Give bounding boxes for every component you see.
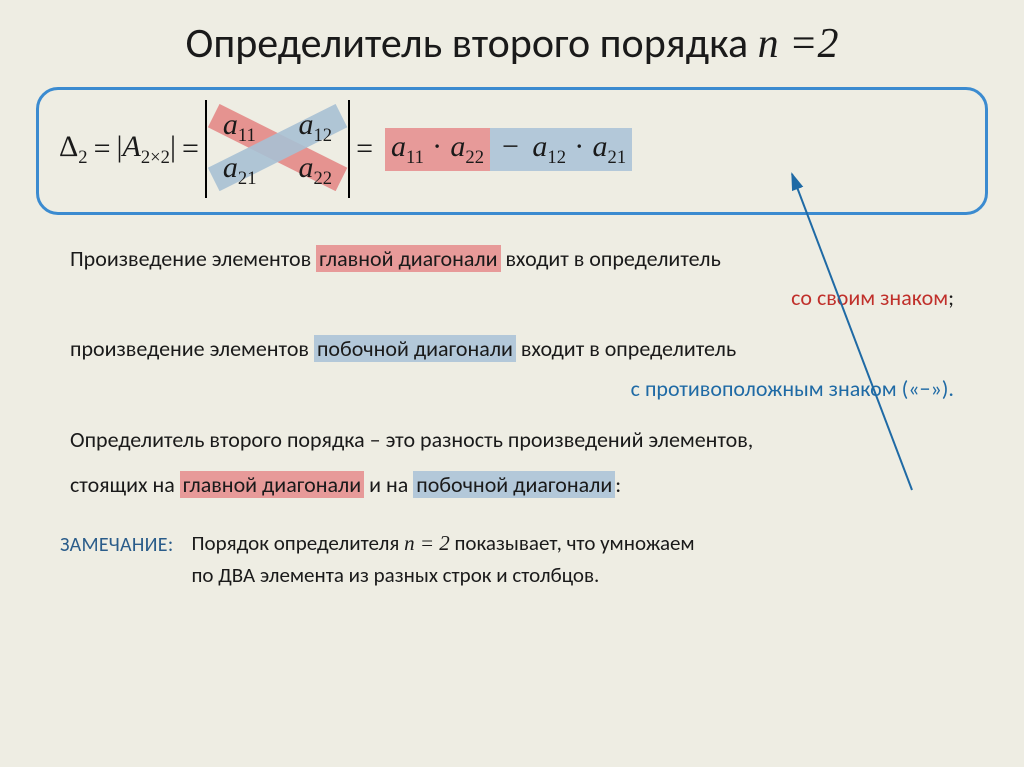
slide-root: Определитель второго порядка n =2 Δ2 = |… xyxy=(0,0,1024,591)
cell-a21: a21 xyxy=(223,151,257,190)
abs-A: |A2×2| xyxy=(117,130,176,169)
mark-main-diag-1: главной диагонали xyxy=(316,245,500,272)
cell-a12: a12 xyxy=(298,108,332,147)
determinant-matrix: a11 a12 a21 a22 xyxy=(205,104,350,194)
para-3-line-2: стоящих на главной диагонали и на побочн… xyxy=(70,467,954,502)
cell-a11: a11 xyxy=(223,108,257,147)
anti-diag-product: − a12 ∙ a21 xyxy=(490,128,632,171)
para-2-line-1: произведение элементов побочной диагонал… xyxy=(70,331,954,366)
equals-1: = xyxy=(94,132,111,166)
cell-a22: a22 xyxy=(298,151,332,190)
mark-main-diag-2: главной диагонали xyxy=(180,471,364,498)
para-3-line-1: Определитель второго порядка – это разно… xyxy=(70,422,954,457)
formula-box: Δ2 = |A2×2| = a11 a12 a21 a22 = a11 ∙ a2… xyxy=(36,87,988,215)
para-1-line-1: Произведение элементов главной диагонали… xyxy=(70,241,954,276)
explanation-text: Произведение элементов главной диагонали… xyxy=(70,241,954,502)
mark-anti-diag-1: побочной диагонали xyxy=(314,335,516,362)
slide-title: Определитель второго порядка n =2 xyxy=(30,18,994,69)
title-text: Определитель второго порядка xyxy=(186,18,758,69)
para-1-line-2: со своим знаком; xyxy=(70,280,954,315)
equals-2: = xyxy=(182,132,199,166)
para-2-line-2: с противоположным знаком («−»). xyxy=(70,371,954,406)
equals-3: = xyxy=(356,132,373,166)
remark-label: ЗАМЕЧАНИЕ: xyxy=(60,528,174,560)
minus-sign: − xyxy=(496,130,525,163)
remark-row: ЗАМЕЧАНИЕ: Порядок определителя n = 2 по… xyxy=(60,528,954,591)
mark-anti-diag-2: побочной диагонали xyxy=(413,471,615,498)
main-diag-product: a11 ∙ a22 xyxy=(385,128,490,171)
remark-math: n = 2 xyxy=(404,531,450,555)
title-math: n =2 xyxy=(758,21,839,67)
remark-body: Порядок определителя n = 2 показывает, ч… xyxy=(192,528,695,591)
result-expression: a11 ∙ a22 − a12 ∙ a21 xyxy=(385,128,632,171)
delta-symbol: Δ2 xyxy=(59,130,88,169)
